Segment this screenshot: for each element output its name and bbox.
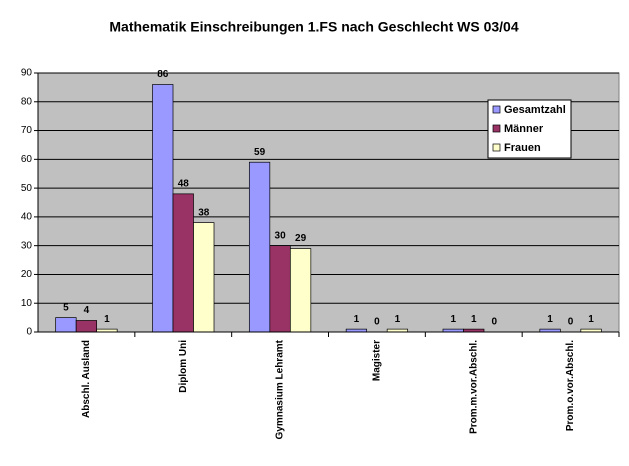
value-label: 1: [354, 314, 360, 325]
bar: [75, 320, 98, 333]
y-tick-label: 90: [21, 68, 33, 79]
x-tick-label: Prom.o.vor.Abschl.: [565, 340, 576, 431]
value-label: 1: [104, 314, 110, 325]
bar: [152, 84, 174, 333]
y-tick-label: 10: [21, 298, 33, 309]
x-tick-label: Diplom Uni: [178, 340, 189, 393]
y-tick-label: 60: [21, 154, 33, 165]
value-label: 4: [84, 305, 90, 316]
legend-label: Frauen: [504, 142, 541, 154]
value-label: 1: [471, 314, 477, 325]
value-label: 0: [568, 317, 574, 328]
x-tick-label: Magister: [372, 340, 383, 381]
y-tick-label: 50: [21, 183, 33, 194]
y-tick-label: 40: [21, 212, 33, 223]
y-tick-label: 80: [21, 96, 33, 107]
value-label: 0: [374, 317, 380, 328]
chart-title: Mathematik Einschreibungen 1.FS nach Ges…: [109, 19, 518, 35]
y-tick-label: 0: [26, 327, 32, 338]
legend-label: Gesamtzahl: [504, 104, 566, 116]
x-tick-label: Gymnasium Lehramt: [275, 339, 286, 439]
legend-swatch: [492, 143, 501, 152]
x-tick-label: Abschl. Ausland: [81, 340, 92, 418]
value-label: 86: [157, 69, 169, 80]
value-label: 1: [547, 314, 553, 325]
y-tick-label: 70: [21, 125, 33, 136]
value-label: 5: [63, 302, 69, 313]
value-label: 0: [491, 317, 497, 328]
value-label: 1: [395, 314, 401, 325]
legend-box: [487, 99, 572, 159]
value-label: 29: [295, 233, 307, 244]
bar: [172, 193, 194, 333]
bar: [193, 222, 215, 333]
bar: [248, 161, 271, 333]
value-label: 1: [588, 314, 594, 325]
legend-swatch: [492, 124, 501, 133]
value-label: 30: [275, 230, 287, 241]
value-label: 59: [254, 147, 266, 158]
legend-label: Männer: [504, 123, 544, 135]
bar: [55, 317, 77, 333]
bar: [289, 248, 312, 333]
value-label: 48: [178, 179, 190, 190]
bar: [269, 245, 291, 333]
legend-swatch: [492, 105, 501, 114]
x-tick-label: Prom.m.vor.Abschl.: [468, 340, 479, 434]
y-tick-label: 20: [21, 269, 33, 280]
value-label: 38: [198, 207, 210, 218]
value-label: 1: [450, 314, 456, 325]
y-tick-label: 30: [21, 240, 33, 251]
